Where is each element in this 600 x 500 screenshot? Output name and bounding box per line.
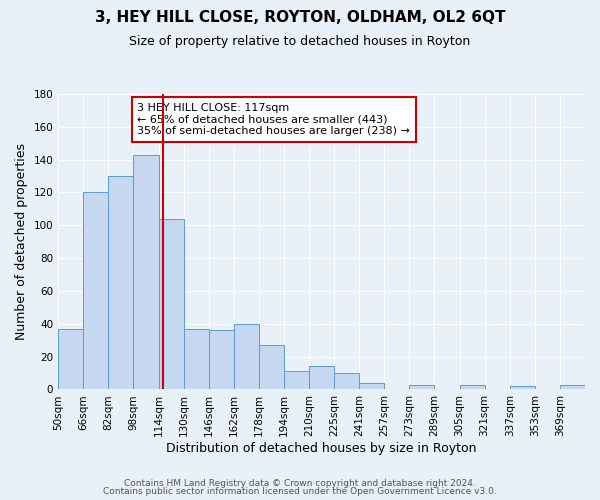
Bar	[133, 154, 158, 390]
Bar	[184, 328, 209, 390]
Bar	[83, 192, 109, 390]
X-axis label: Distribution of detached houses by size in Royton: Distribution of detached houses by size …	[166, 442, 477, 455]
Text: Contains HM Land Registry data © Crown copyright and database right 2024.: Contains HM Land Registry data © Crown c…	[124, 478, 476, 488]
Text: Contains public sector information licensed under the Open Government Licence v3: Contains public sector information licen…	[103, 487, 497, 496]
Text: Size of property relative to detached houses in Royton: Size of property relative to detached ho…	[130, 35, 470, 48]
Bar	[234, 324, 259, 390]
Bar	[409, 384, 434, 390]
Bar	[158, 218, 184, 390]
Y-axis label: Number of detached properties: Number of detached properties	[15, 143, 28, 340]
Text: 3, HEY HILL CLOSE, ROYTON, OLDHAM, OL2 6QT: 3, HEY HILL CLOSE, ROYTON, OLDHAM, OL2 6…	[95, 10, 505, 25]
Bar	[109, 176, 133, 390]
Bar	[560, 384, 585, 390]
Bar	[209, 330, 234, 390]
Bar	[359, 383, 385, 390]
Bar	[309, 366, 334, 390]
Bar	[460, 384, 485, 390]
Bar	[259, 345, 284, 390]
Bar	[284, 372, 309, 390]
Text: 3 HEY HILL CLOSE: 117sqm
← 65% of detached houses are smaller (443)
35% of semi-: 3 HEY HILL CLOSE: 117sqm ← 65% of detach…	[137, 103, 410, 136]
Bar	[510, 386, 535, 390]
Bar	[334, 373, 359, 390]
Bar	[58, 328, 83, 390]
